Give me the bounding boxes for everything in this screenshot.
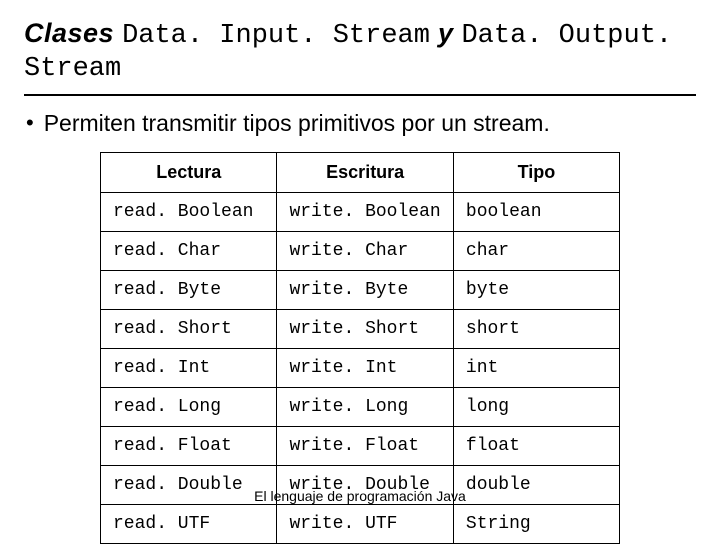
table-cell: write. Int	[277, 349, 453, 388]
table-cell: read. Byte	[101, 271, 277, 310]
table-cell: read. Boolean	[101, 193, 277, 232]
table-cell: read. Char	[101, 232, 277, 271]
table-cell: read. Float	[101, 427, 277, 466]
table-cell: double	[453, 466, 619, 505]
table-row: read. Floatwrite. Floatfloat	[101, 427, 620, 466]
table-row: read. Doublewrite. Doubledouble	[101, 466, 620, 505]
header-lectura: Lectura	[101, 153, 277, 193]
table-row: read. Longwrite. Longlong	[101, 388, 620, 427]
table-cell: byte	[453, 271, 619, 310]
table-cell: char	[453, 232, 619, 271]
slide-container: Clases Data. Input. Stream y Data. Outpu…	[0, 0, 720, 540]
title-word-clases: Clases	[24, 18, 122, 48]
table-cell: short	[453, 310, 619, 349]
bullet-text: Permiten transmitir tipos primitivos por…	[44, 110, 550, 136]
table-cell: read. Double	[101, 466, 277, 505]
header-escritura: Escritura	[277, 153, 453, 193]
table-row: read. Charwrite. Charchar	[101, 232, 620, 271]
table-cell: write. Boolean	[277, 193, 453, 232]
table-wrapper: Lectura Escritura Tipo read. Booleanwrit…	[24, 152, 696, 544]
table-row: read. Booleanwrite. Booleanboolean	[101, 193, 620, 232]
table-cell: write. Long	[277, 388, 453, 427]
table-cell: write. UTF	[277, 505, 453, 544]
table-body: read. Booleanwrite. Booleanbooleanread. …	[101, 193, 620, 544]
table-cell: write. Double	[277, 466, 453, 505]
table-row: read. Intwrite. Intint	[101, 349, 620, 388]
table-cell: write. Float	[277, 427, 453, 466]
table-row: read. Bytewrite. Bytebyte	[101, 271, 620, 310]
slide-title: Clases Data. Input. Stream y Data. Outpu…	[24, 18, 696, 96]
bullet-dot: •	[26, 110, 34, 136]
methods-table: Lectura Escritura Tipo read. Booleanwrit…	[100, 152, 620, 544]
table-cell: read. UTF	[101, 505, 277, 544]
table-cell: read. Long	[101, 388, 277, 427]
table-cell: read. Int	[101, 349, 277, 388]
title-code-input: Data. Input. Stream	[122, 21, 430, 51]
table-cell: float	[453, 427, 619, 466]
table-row: read. UTFwrite. UTFString	[101, 505, 620, 544]
table-cell: int	[453, 349, 619, 388]
bullet-item: • Permiten transmitir tipos primitivos p…	[24, 110, 696, 136]
table-cell: write. Byte	[277, 271, 453, 310]
title-word-y: y	[430, 18, 462, 48]
table-cell: read. Short	[101, 310, 277, 349]
table-cell: write. Char	[277, 232, 453, 271]
table-cell: boolean	[453, 193, 619, 232]
table-cell: write. Short	[277, 310, 453, 349]
table-row: read. Shortwrite. Shortshort	[101, 310, 620, 349]
table-cell: long	[453, 388, 619, 427]
table-cell: String	[453, 505, 619, 544]
header-tipo: Tipo	[453, 153, 619, 193]
table-header-row: Lectura Escritura Tipo	[101, 153, 620, 193]
